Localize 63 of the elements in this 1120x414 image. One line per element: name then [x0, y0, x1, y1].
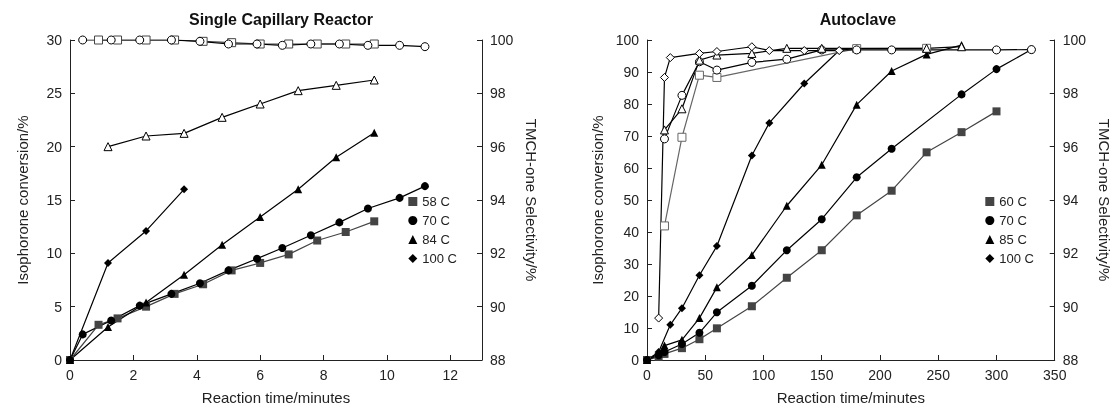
legend-label: 100 C: [999, 251, 1035, 266]
y-tick-label: 30: [46, 32, 63, 48]
x-axis-title: Reaction time/minutes: [201, 389, 351, 406]
legend-label: 70 C: [999, 213, 1027, 228]
y2-tick-label: 90: [1062, 298, 1079, 315]
y-tick-label: 30: [623, 256, 640, 272]
chart-title: Single Capillary Reactor: [188, 10, 374, 28]
y-tick-label: 10: [623, 320, 640, 336]
chart-title: Autoclave: [819, 10, 897, 28]
x-tick-label: 300: [984, 367, 1009, 383]
y2-tick-label: 94: [490, 192, 506, 208]
x-tick-label: 100: [751, 367, 776, 383]
y-tick-label: 70: [623, 128, 640, 144]
y-tick-label: 90: [623, 64, 640, 80]
x-tick-label: 8: [319, 367, 328, 383]
y2-tick-label: 90: [490, 298, 506, 315]
y2-axis-title: TMCH-one Selectivity/%: [523, 118, 541, 282]
x-tick-label: 350: [1043, 367, 1067, 383]
y-tick-label: 50: [623, 192, 640, 208]
y-tick-label: 80: [623, 96, 640, 112]
y-tick-label: 20: [623, 288, 640, 304]
x-tick-label: 0: [66, 367, 75, 383]
y-tick-label: 5: [54, 298, 63, 315]
y2-tick-label: 94: [1062, 192, 1079, 208]
y-tick-label: 20: [46, 138, 63, 155]
x-tick-label: 12: [442, 367, 459, 383]
y2-tick-label: 100: [1062, 32, 1087, 48]
y-tick-label: 10: [46, 245, 63, 262]
y-tick-label: 15: [46, 192, 63, 208]
x-tick-label: 200: [868, 367, 892, 383]
y2-tick-label: 88: [490, 352, 506, 368]
y2-tick-label: 96: [1062, 138, 1079, 155]
x-tick-label: 0: [643, 367, 652, 383]
y-tick-label: 0: [54, 352, 63, 368]
y2-tick-label: 92: [1062, 245, 1079, 262]
x-tick-label: 150: [810, 367, 834, 383]
y-tick-label: 60: [623, 160, 640, 176]
x-axis-title: Reaction time/minutes: [776, 389, 926, 406]
legend-label: 84 C: [422, 232, 450, 247]
x-tick-label: 10: [379, 367, 395, 383]
legend-label: 100 C: [422, 251, 458, 266]
legend-label: 60 C: [999, 194, 1027, 209]
y2-tick-label: 98: [490, 85, 506, 102]
y2-tick-label: 88: [1062, 352, 1079, 368]
x-tick-label: 6: [256, 367, 265, 383]
x-tick-label: 50: [697, 367, 714, 383]
y-axis-title: Isophorone conversion/%: [14, 115, 31, 285]
y-tick-label: 25: [46, 85, 63, 102]
y-tick-label: 100: [615, 32, 640, 48]
y2-axis-title: TMCH-one Selectivity/%: [1096, 118, 1113, 282]
legend-label: 85 C: [999, 232, 1027, 247]
legend-label: 58 C: [422, 194, 450, 209]
x-tick-label: 250: [926, 367, 951, 383]
y-axis-title: Isophorone conversion/%: [588, 115, 606, 285]
x-tick-label: 4: [192, 367, 201, 383]
y2-tick-label: 96: [490, 138, 506, 155]
y2-tick-label: 100: [490, 32, 514, 48]
x-tick-label: 2: [129, 367, 138, 383]
y2-tick-label: 98: [1062, 85, 1079, 102]
y-tick-label: 0: [631, 352, 640, 368]
y2-tick-label: 92: [490, 245, 506, 262]
legend-label: 70 C: [422, 213, 450, 228]
y-tick-label: 40: [623, 224, 640, 240]
